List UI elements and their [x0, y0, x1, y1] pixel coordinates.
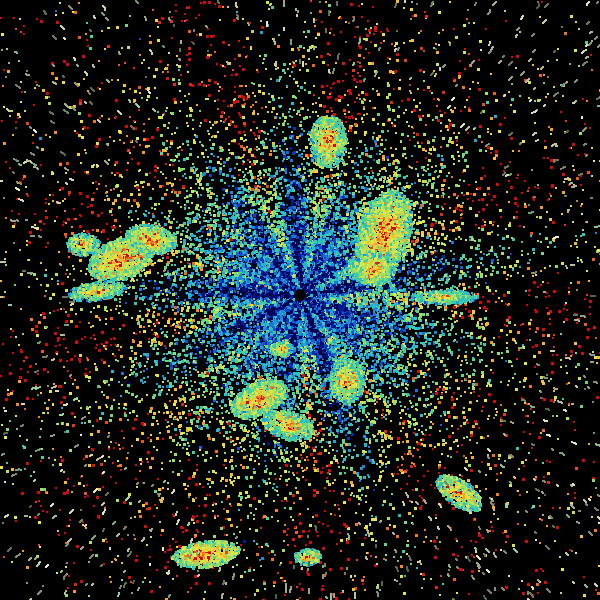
visualization-canvas-container	[0, 0, 600, 600]
scatter-density-canvas	[0, 0, 600, 600]
